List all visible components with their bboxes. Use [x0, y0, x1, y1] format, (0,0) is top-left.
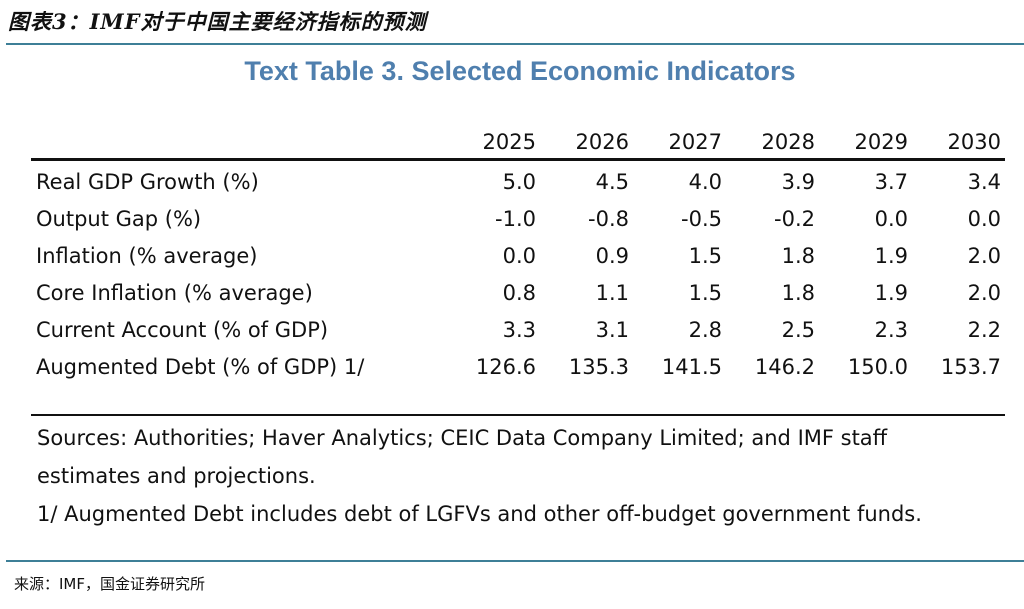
bottom-divider [6, 560, 1024, 562]
sources-note-line2: estimates and projections. [37, 464, 316, 488]
cell: 150.0 [847, 355, 908, 379]
cell: 2025 [482, 130, 536, 154]
cell: 3.1 [595, 318, 629, 342]
cell: 5.0 [502, 170, 536, 194]
cell: 2.8 [688, 318, 722, 342]
table-row: Core Inflation (% average) 0.8 1.1 1.5 1.8 1.… [36, 275, 1006, 312]
table-row: Current Account (% of GDP) 3.3 3.1 2.8 2.5 2.… [36, 312, 1006, 349]
cell: 2028 [761, 130, 815, 154]
cell: 3.9 [781, 170, 815, 194]
cell: 1.8 [781, 244, 815, 268]
row-label: Current Account (% of GDP) [36, 318, 329, 342]
cell: 0.9 [595, 244, 629, 268]
cell: 2027 [668, 130, 722, 154]
bottom-rule [31, 414, 1005, 416]
cell: 1.5 [688, 244, 722, 268]
row-label: Output Gap (%) [36, 207, 202, 231]
cell: 1.9 [874, 281, 908, 305]
cell: 4.5 [595, 170, 629, 194]
figure-caption: 图表3：IMF对于中国主要经济指标的预测 [8, 9, 427, 34]
cell: 153.7 [940, 355, 1001, 379]
sources-note-line1: Sources: Authorities; Haver Analytics; C… [37, 426, 888, 450]
footnote: 1/ Augmented Debt includes debt of LGFVs… [37, 502, 922, 526]
source-line: 来源：IMF，国金证券研究所 [14, 575, 205, 593]
table-row: Output Gap (%) -1.0 -0.8 -0.5 -0.2 0.0 0.0 [36, 201, 1006, 238]
cell: 146.2 [754, 355, 815, 379]
table-row: Inflation (% average) 0.0 0.9 1.5 1.8 1.9 2.0 [36, 238, 1006, 275]
cell: 1.8 [781, 281, 815, 305]
cell: 3.3 [502, 318, 536, 342]
table-row: Real GDP Growth (%) 5.0 4.5 4.0 3.9 3.7 3.4 [36, 164, 1006, 201]
cell: -0.8 [588, 207, 629, 231]
cell: -0.2 [774, 207, 815, 231]
table-row: Augmented Debt (% of GDP) 1/126.6 135.3 14… [36, 349, 1006, 386]
header-rule [31, 158, 1005, 161]
cell: 2.3 [874, 318, 908, 342]
row-label: Core Inflation (% average) [36, 281, 313, 305]
row-label: Augmented Debt (% of GDP) 1/ [36, 355, 365, 379]
cell: 2.0 [967, 244, 1001, 268]
cell: 2.5 [781, 318, 815, 342]
cell: 0.8 [502, 281, 536, 305]
cell: -1.0 [495, 207, 536, 231]
cell: 0.0 [502, 244, 536, 268]
cell: 2030 [947, 130, 1001, 154]
cell: 3.7 [874, 170, 908, 194]
top-divider [6, 43, 1024, 45]
cell: 2029 [854, 130, 908, 154]
row-label: Inflation (% average) [36, 244, 258, 268]
cell: 2.0 [967, 281, 1001, 305]
cell: 2.2 [967, 318, 1001, 342]
cell: 4.0 [688, 170, 722, 194]
cell: 135.3 [568, 355, 629, 379]
cell: 1.9 [874, 244, 908, 268]
cell: -0.5 [681, 207, 722, 231]
cell: 1.5 [688, 281, 722, 305]
cell: 0.0 [967, 207, 1001, 231]
cell: 126.6 [475, 355, 536, 379]
year-header-row: 2025 2026 2027 2028 2029 2030 [36, 124, 1006, 161]
cell: 3.4 [967, 170, 1001, 194]
cell: 1.1 [595, 281, 629, 305]
cell: 0.0 [874, 207, 908, 231]
table-title: Text Table 3. Selected Economic Indicato… [244, 56, 796, 86]
cell: 2026 [575, 130, 629, 154]
cell: 141.5 [661, 355, 722, 379]
row-label: Real GDP Growth (%) [36, 170, 259, 194]
